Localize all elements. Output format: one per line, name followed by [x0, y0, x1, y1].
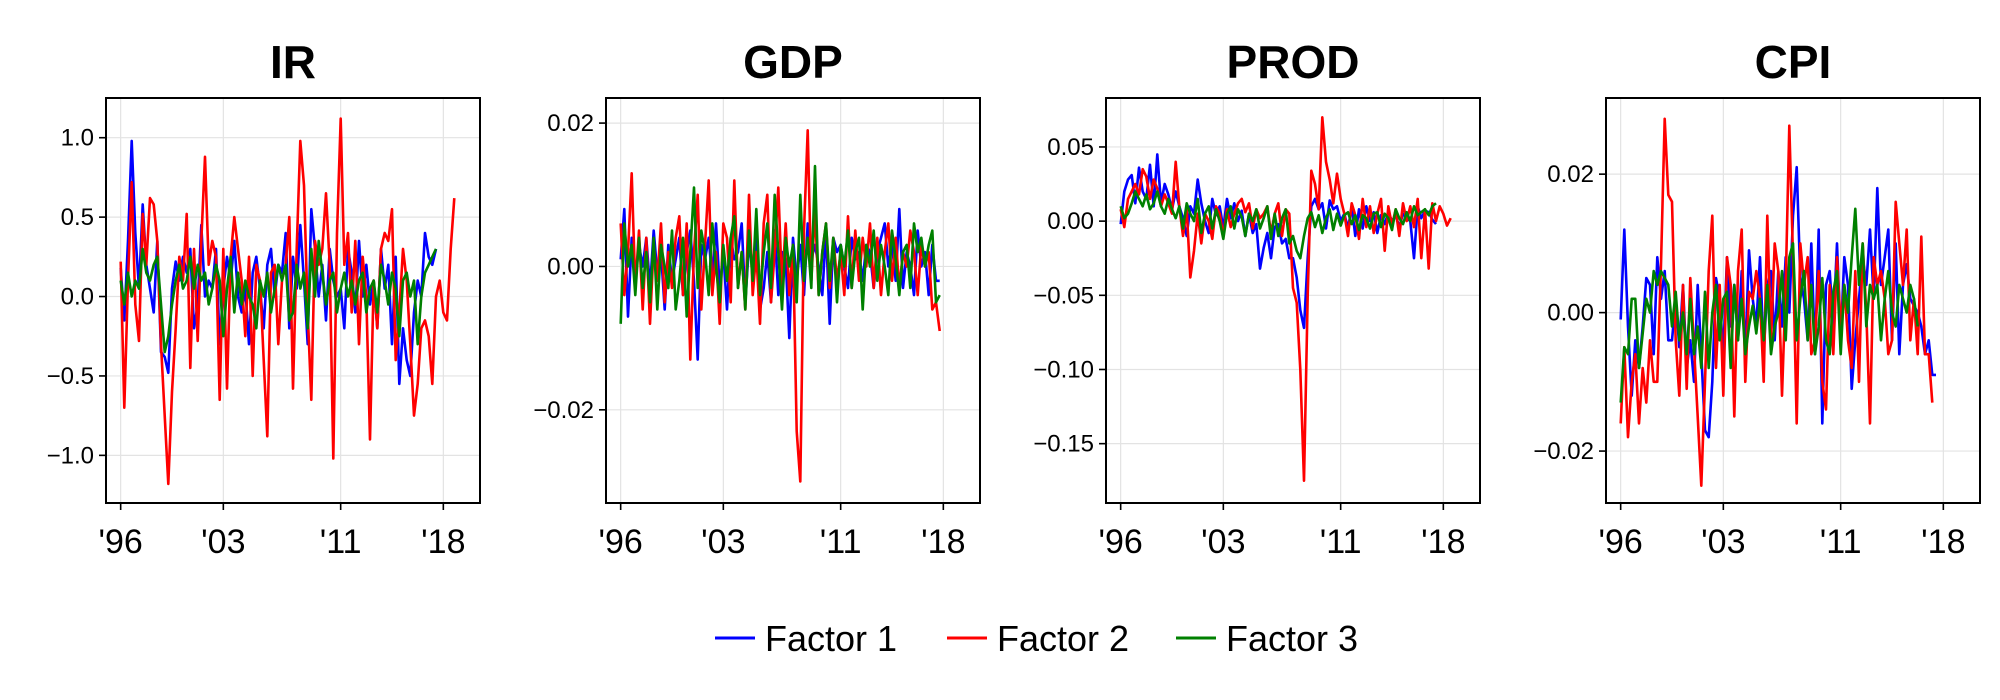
ytick-label-gdp-2: −0.02 — [533, 397, 594, 424]
xtick-label-gdp-2: '11 — [820, 523, 862, 561]
ytick-label-prod-0: 0.05 — [1047, 134, 1094, 161]
xtick-label-gdp-1: '03 — [701, 523, 745, 561]
ytick-label-ir-3: −0.5 — [47, 363, 94, 390]
ytick-label-cpi-2: −0.02 — [1533, 438, 1594, 465]
legend-item-factor-3: Factor 3 — [1176, 618, 1358, 659]
series-line-prod-factor-1 — [1119, 153, 1438, 330]
chart-title-prod: PROD — [1227, 36, 1360, 88]
ytick-label-ir-0: 1.0 — [61, 125, 94, 152]
legend-label-factor-1: Factor 1 — [765, 618, 897, 659]
xtick-label-cpi-1: '03 — [1701, 523, 1745, 561]
chart-cpi: 0.02 0.00 −0.02 '96 '03 '11 '18 CPI — [1533, 36, 1981, 561]
chart-title-cpi: CPI — [1755, 36, 1832, 88]
xtick-label-cpi-2: '11 — [1820, 523, 1862, 561]
ytick-label-cpi-1: 0.00 — [1547, 300, 1594, 327]
chart-title-ir: IR — [270, 36, 316, 88]
xtick-label-ir-0: '96 — [99, 523, 143, 561]
ytick-label-ir-4: −1.0 — [47, 442, 94, 469]
xtick-label-ir-1: '03 — [201, 523, 245, 561]
plot-frame-prod — [1105, 97, 1481, 504]
chart-ir: 1.0 0.5 0.0 −0.5 −1.0 '96 '03 '11 '18 IR — [47, 36, 481, 561]
ytick-label-gdp-0: 0.02 — [547, 110, 594, 137]
ytick-label-prod-1: 0.00 — [1047, 208, 1094, 235]
plot-frame-gdp — [605, 97, 981, 504]
xtick-label-prod-3: '18 — [1421, 523, 1465, 561]
ytick-label-cpi-0: 0.02 — [1547, 161, 1594, 188]
xtick-label-gdp-3: '18 — [921, 523, 965, 561]
ytick-label-prod-2: −0.05 — [1033, 282, 1094, 309]
xtick-label-prod-0: '96 — [1099, 523, 1143, 561]
ytick-label-gdp-1: 0.00 — [547, 253, 594, 280]
series-line-prod-factor-2 — [1119, 116, 1452, 483]
chart-prod: 0.05 0.00 −0.05 −0.10 −0.15 '96 '03 '11 '18 PROD — [1033, 36, 1481, 561]
xtick-label-gdp-0: '96 — [599, 523, 643, 561]
series-line-cpi-factor-3 — [1619, 207, 1919, 403]
ytick-label-prod-3: −0.10 — [1033, 356, 1094, 383]
chart-title-gdp: GDP — [743, 36, 843, 88]
series-line-ir-factor-1 — [119, 139, 438, 386]
legend-item-factor-2: Factor 2 — [947, 618, 1129, 659]
xtick-label-ir-3: '18 — [421, 523, 465, 561]
series-line-gdp-factor-2 — [619, 129, 941, 483]
plot-frame-cpi — [1605, 97, 1981, 504]
ytick-label-ir-1: 0.5 — [61, 204, 94, 231]
chart-panels: 1.0 0.5 0.0 −0.5 −1.0 '96 '03 '11 '18 IR 0.02 0.00 −… — [47, 36, 1981, 561]
xtick-label-ir-2: '11 — [320, 523, 362, 561]
xtick-label-prod-2: '11 — [1320, 523, 1362, 561]
series-line-prod-factor-3 — [1119, 190, 1437, 260]
legend-label-factor-3: Factor 3 — [1226, 618, 1358, 659]
ytick-label-prod-4: −0.15 — [1033, 431, 1094, 458]
xtick-label-cpi-3: '18 — [1921, 523, 1965, 561]
xtick-label-prod-1: '03 — [1201, 523, 1245, 561]
legend-item-factor-1: Factor 1 — [715, 618, 897, 659]
ytick-label-ir-2: 0.0 — [61, 284, 94, 311]
legend: Factor 1 Factor 2 Factor 3 — [715, 618, 1358, 659]
plot-frame-ir — [105, 97, 481, 504]
series-line-gdp-factor-3 — [619, 164, 941, 324]
xtick-label-cpi-0: '96 — [1599, 523, 1643, 561]
legend-label-factor-2: Factor 2 — [997, 618, 1129, 659]
series-line-ir-factor-3 — [119, 239, 438, 354]
series-line-cpi-factor-2 — [1619, 117, 1934, 488]
chart-gdp: 0.02 0.00 −0.02 '96 '03 '11 '18 GDP — [533, 36, 981, 561]
